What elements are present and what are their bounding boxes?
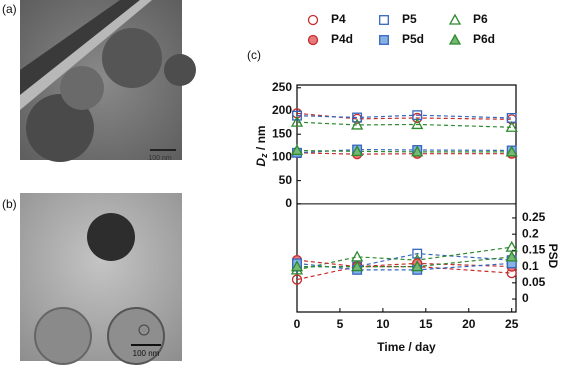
scale-bar-label: 100 nm [148, 155, 172, 162]
legend-label: P6 [473, 12, 488, 26]
x-tick-label: 25 [505, 317, 519, 331]
x-tick-label: 0 [294, 317, 301, 331]
y2-tick-label: 0.05 [522, 275, 546, 289]
micrograph-b [20, 193, 182, 365]
data-point [290, 115, 304, 127]
series-line [297, 256, 512, 268]
data-point [351, 250, 364, 262]
data-point [505, 240, 518, 252]
data-point [505, 145, 518, 157]
y-axis-label-part: D [254, 158, 268, 167]
x-tick-label: 20 [462, 317, 476, 331]
data-point [412, 248, 423, 259]
y-axis-label: Dz / nm [254, 125, 269, 166]
panel-label: (c) [247, 48, 261, 62]
series-line [296, 152, 512, 155]
legend-marker [307, 34, 319, 46]
data-point [505, 120, 518, 132]
y-axis-label-part: / nm [254, 125, 268, 153]
series-line [296, 149, 512, 153]
y-tick-label: 50 [279, 173, 293, 187]
data-point [351, 145, 364, 157]
data-point [351, 118, 364, 130]
series-line [296, 259, 512, 268]
data-point [290, 260, 304, 272]
x-tick-label: 15 [419, 317, 433, 331]
panel-label: (b) [2, 197, 17, 211]
series-line [296, 121, 512, 128]
y2-tick-label: 0.2 [522, 226, 539, 240]
series-line [296, 266, 512, 281]
data-point [291, 274, 303, 285]
data-point [290, 144, 304, 156]
legend-marker [307, 14, 319, 26]
plot-frame [296, 84, 517, 313]
y2-tick-label: 0.25 [522, 210, 546, 224]
legend-label: P5 [402, 12, 417, 26]
series-line [296, 114, 512, 119]
x-tick-label: 5 [337, 317, 344, 331]
scale-bar-label: 100 nm [133, 349, 160, 358]
legend-marker [448, 33, 462, 45]
legend-marker [379, 35, 389, 45]
y2-tick-label: 0 [522, 291, 529, 305]
data-point [351, 260, 364, 272]
data-point [411, 145, 424, 157]
y-tick-label: 0 [285, 196, 292, 210]
y2-tick-label: 0.1 [522, 259, 539, 273]
y-tick-label: 250 [272, 80, 292, 94]
y-axis-label-part: z [259, 153, 269, 159]
y2-tick-label: 0.15 [522, 243, 546, 257]
series-line [296, 112, 512, 120]
legend-marker [379, 15, 389, 25]
data-point [505, 250, 518, 262]
x-axis-label: Time / day [377, 340, 436, 354]
legend-label: P6d [473, 32, 495, 46]
y-tick-label: 200 [272, 103, 292, 117]
y2-axis-label: PSD [546, 244, 560, 269]
legend-label: P4 [331, 12, 346, 26]
data-point [411, 118, 424, 130]
x-tick-label: 10 [376, 317, 390, 331]
data-point [411, 260, 424, 272]
data-point [292, 110, 302, 121]
micrograph-a [20, 0, 196, 162]
legend-marker [448, 13, 462, 25]
panel-label: (a) [2, 2, 17, 16]
y-tick-label: 100 [272, 150, 292, 164]
legend-label: P5d [402, 32, 424, 46]
legend-label: P4d [331, 32, 353, 46]
data-point [352, 112, 363, 123]
y-tick-label: 150 [272, 126, 292, 140]
